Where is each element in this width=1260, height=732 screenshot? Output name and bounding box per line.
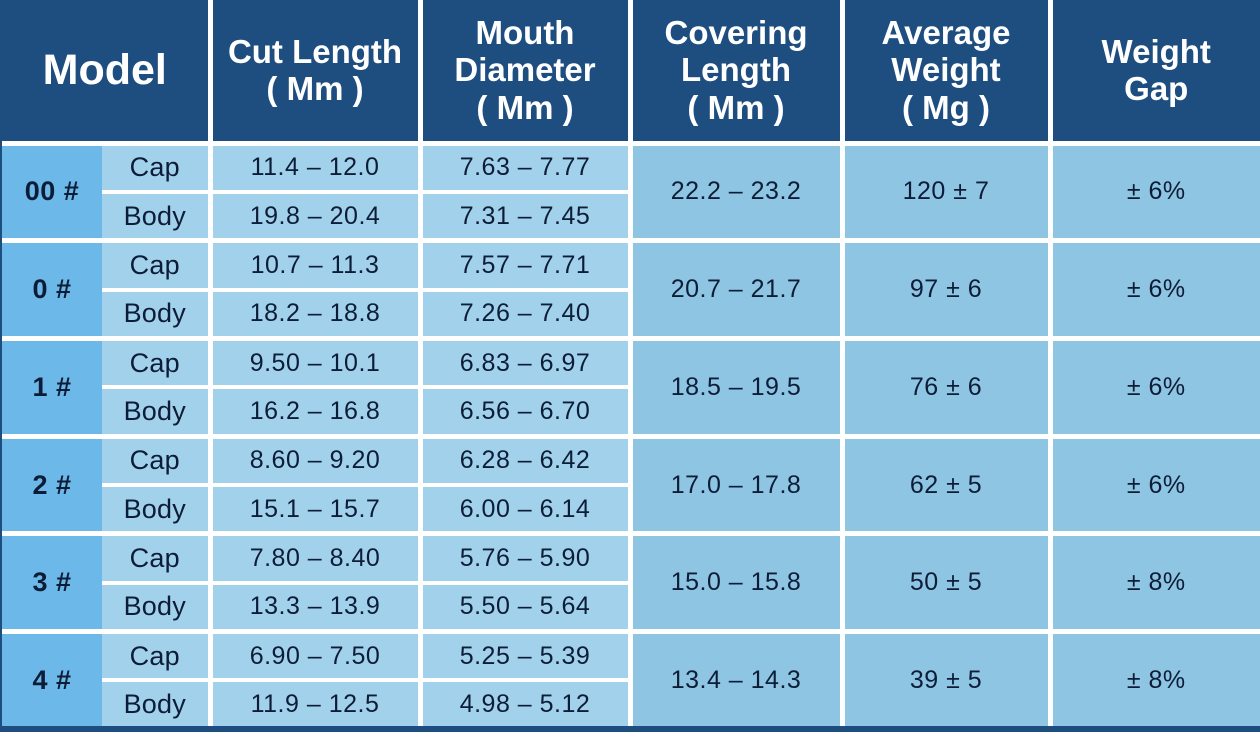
weight-gap-cell: ± 8% [1047,631,1260,726]
cut-length-cap-cell: 10.7 – 11.3 [207,240,420,292]
part-label-cap: Cap [102,143,210,194]
covering-length-cell: 18.5 – 19.5 [627,338,842,439]
covering-length-cell: 20.7 – 21.7 [627,240,842,341]
part-label-body: Body [102,485,210,537]
part-label-body: Body [102,680,210,726]
column-header-average-weight: Average Weight ( Mg ) [839,0,1050,146]
part-label-cap: Cap [102,631,210,683]
cut-length-cap-cell: 6.90 – 7.50 [207,631,420,683]
weight-gap-cell: ± 6% [1047,143,1260,244]
cut-length-cap-cell: 7.80 – 8.40 [207,533,420,585]
table-row: 00 # Cap 11.4 – 12.0 7.63 – 7.77 22.2 – … [2,143,1260,244]
mouth-diameter-body-cell: 6.56 – 6.70 [417,387,630,439]
cut-length-cap-cell: 8.60 – 9.20 [207,436,420,488]
weight-gap-cell: ± 6% [1047,338,1260,439]
table-row: Body 13.3 – 13.9 5.50 – 5.64 [2,582,1260,635]
table-row: Body 16.2 – 16.8 6.56 – 6.70 [2,387,1260,439]
table-row: 2 # Cap 8.60 – 9.20 6.28 – 6.42 17.0 – 1… [2,436,1260,537]
part-label-body: Body [102,582,210,635]
model-cell: 2 # [2,436,102,537]
mouth-diameter-cap-cell: 6.83 – 6.97 [417,338,630,390]
average-weight-cell: 76 ± 6 [839,338,1050,439]
table-row: Body 11.9 – 12.5 4.98 – 5.12 [2,680,1260,726]
mouth-diameter-body-cell: 6.00 – 6.14 [417,485,630,537]
table-body: 00 # Cap 11.4 – 12.0 7.63 – 7.77 22.2 – … [2,143,1260,726]
part-label-cap: Cap [102,240,210,292]
covering-length-cell: 22.2 – 23.2 [627,143,842,244]
cut-length-cap-cell: 9.50 – 10.1 [207,338,420,390]
model-cell: 1 # [2,338,102,439]
mouth-diameter-body-cell: 7.31 – 7.45 [417,191,630,244]
table-row: 4 # Cap 6.90 – 7.50 5.25 – 5.39 13.4 – 1… [2,631,1260,726]
part-label-cap: Cap [102,338,210,390]
part-label-body: Body [102,387,210,439]
part-label-body: Body [102,191,210,244]
part-label-cap: Cap [102,533,210,585]
column-header-mouth-diameter: Mouth Diameter ( Mm ) [417,0,630,146]
weight-gap-cell: ± 8% [1047,533,1260,635]
mouth-diameter-cap-cell: 5.25 – 5.39 [417,631,630,683]
part-label-body: Body [102,289,210,341]
average-weight-cell: 120 ± 7 [839,143,1050,244]
mouth-diameter-cap-cell: 5.76 – 5.90 [417,533,630,585]
average-weight-cell: 62 ± 5 [839,436,1050,537]
mouth-diameter-body-cell: 5.50 – 5.64 [417,582,630,635]
mouth-diameter-cap-cell: 7.63 – 7.77 [417,143,630,194]
weight-gap-cell: ± 6% [1047,240,1260,341]
mouth-diameter-cap-cell: 7.57 – 7.71 [417,240,630,292]
cut-length-body-cell: 11.9 – 12.5 [207,680,420,726]
covering-length-cell: 17.0 – 17.8 [627,436,842,537]
column-header-label: Model [42,45,167,94]
column-header-cut-length: Cut Length ( Mm ) [207,0,420,146]
column-header-model: Model [2,0,210,146]
model-cell: 0 # [2,240,102,341]
cut-length-cap-cell: 11.4 – 12.0 [207,143,420,194]
table-row: 3 # Cap 7.80 – 8.40 5.76 – 5.90 15.0 – 1… [2,533,1260,635]
average-weight-cell: 97 ± 6 [839,240,1050,341]
table-row: Body 18.2 – 18.8 7.26 – 7.40 [2,289,1260,341]
table-row: Body 19.8 – 20.4 7.31 – 7.45 [2,191,1260,244]
model-cell: 4 # [2,631,102,726]
model-cell: 00 # [2,143,102,244]
mouth-diameter-body-cell: 7.26 – 7.40 [417,289,630,341]
mouth-diameter-body-cell: 4.98 – 5.12 [417,680,630,726]
average-weight-cell: 50 ± 5 [839,533,1050,635]
average-weight-cell: 39 ± 5 [839,631,1050,726]
covering-length-cell: 15.0 – 15.8 [627,533,842,635]
column-header-weight-gap: Weight Gap [1047,0,1260,146]
weight-gap-cell: ± 6% [1047,436,1260,537]
model-cell: 3 # [2,533,102,635]
cut-length-body-cell: 15.1 – 15.7 [207,485,420,537]
table-header: Model Cut Length ( Mm ) Mouth Diameter (… [2,0,1260,146]
cut-length-body-cell: 19.8 – 20.4 [207,191,420,244]
cut-length-body-cell: 13.3 – 13.9 [207,582,420,635]
cut-length-body-cell: 18.2 – 18.8 [207,289,420,341]
column-header-covering-length: Covering Length ( Mm ) [627,0,842,146]
table-row: 1 # Cap 9.50 – 10.1 6.83 – 6.97 18.5 – 1… [2,338,1260,439]
mouth-diameter-cap-cell: 6.28 – 6.42 [417,436,630,488]
table-row: Body 15.1 – 15.7 6.00 – 6.14 [2,485,1260,537]
cut-length-body-cell: 16.2 – 16.8 [207,387,420,439]
covering-length-cell: 13.4 – 14.3 [627,631,842,726]
table-row: 0 # Cap 10.7 – 11.3 7.57 – 7.71 20.7 – 2… [2,240,1260,341]
part-label-cap: Cap [102,436,210,488]
